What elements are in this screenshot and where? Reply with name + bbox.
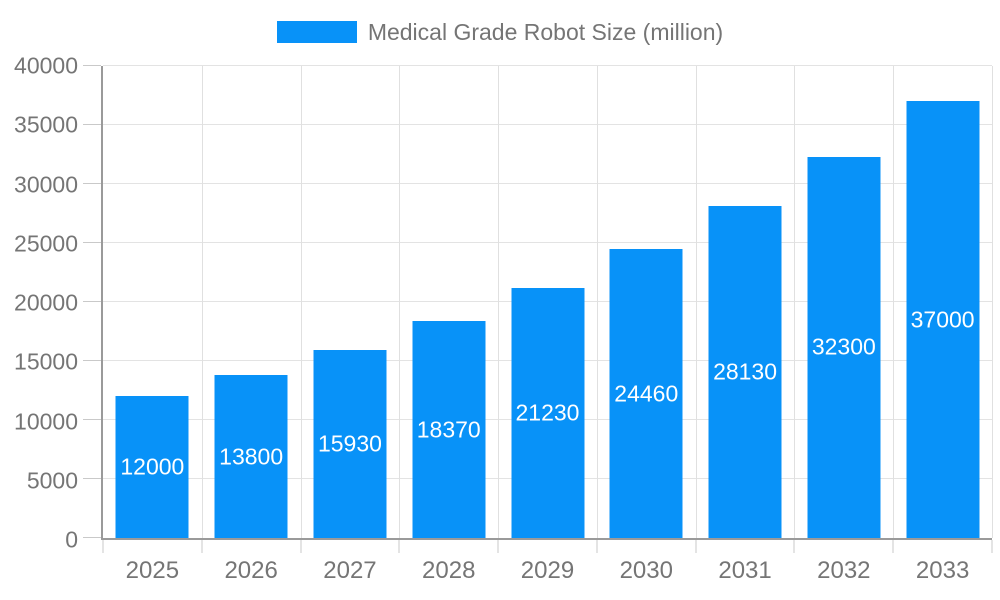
x-axis-tick-label: 2025	[125, 557, 180, 584]
y-axis-tick-label: 35000	[14, 111, 78, 138]
legend[interactable]: Medical Grade Robot Size (million)	[0, 18, 1000, 46]
bar-value-label: 37000	[910, 306, 975, 333]
y-axis: 0 5000 10000 15000 20000 25000 30000 35000 40000	[0, 53, 78, 553]
y-tick-mark	[83, 537, 101, 538]
y-tick-mark	[83, 301, 101, 302]
bar-2026[interactable]: 13800	[214, 375, 288, 538]
bar-value-label: 28130	[713, 358, 778, 385]
y-tick-mark	[83, 242, 101, 243]
bar-value-label: 13800	[219, 443, 284, 470]
h-gridline	[103, 242, 992, 243]
bar-2028[interactable]: 18370	[412, 321, 486, 538]
y-axis-tick-label: 40000	[14, 52, 78, 79]
x-axis-tick-label: 2030	[619, 557, 673, 584]
x-tick-mark	[991, 540, 993, 553]
y-tick-mark	[83, 360, 101, 361]
plot-area: 12000 13800 15930 18370 21230 24460 28130 32300…	[83, 65, 993, 553]
legend-label: Medical Grade Robot Size (million)	[367, 18, 724, 45]
x-tick-mark	[201, 540, 203, 553]
v-gridline	[498, 66, 500, 538]
bar-2030[interactable]: 24460	[609, 249, 683, 538]
x-tick-mark	[793, 540, 795, 553]
v-gridline	[596, 66, 598, 538]
bar-2027[interactable]: 15930	[313, 350, 387, 538]
h-gridline	[103, 183, 992, 184]
x-axis-tick-label: 2028	[422, 557, 476, 584]
y-tick-mark	[83, 478, 101, 479]
y-tick-mark	[83, 124, 101, 125]
bar-2033[interactable]: 37000	[906, 101, 980, 538]
x-tick-mark	[892, 540, 894, 553]
v-gridline	[992, 66, 993, 538]
x-axis-tick-label: 2033	[915, 557, 970, 584]
v-gridline	[695, 66, 697, 538]
y-tick-mark	[83, 65, 101, 66]
y-axis-tick-label: 25000	[14, 230, 78, 257]
x-axis-tick-label: 2031	[718, 557, 772, 584]
bar-value-label: 24460	[614, 380, 679, 407]
x-axis-tick-label: 2026	[224, 557, 278, 584]
bar-2029[interactable]: 21230	[511, 287, 584, 538]
v-gridline	[893, 66, 895, 538]
v-gridline	[201, 66, 203, 538]
bar-value-label: 18370	[416, 416, 481, 443]
x-axis-tick-label: 2032	[817, 557, 871, 584]
x-tick-mark	[695, 540, 697, 553]
x-axis-tick-label: 2027	[323, 557, 377, 584]
bar-value-label: 15930	[317, 430, 382, 457]
bar-value-label: 21230	[515, 399, 580, 426]
x-axis-tick-label: 2029	[520, 557, 575, 584]
y-axis-tick-label: 5000	[26, 467, 78, 494]
x-tick-mark	[300, 540, 302, 553]
v-gridline	[399, 66, 401, 538]
y-tick-mark	[83, 183, 101, 184]
v-gridline	[794, 66, 796, 538]
h-gridline	[103, 65, 992, 66]
x-tick-mark	[497, 540, 499, 553]
x-axis: 2025 2026 2027 2028 2029 2030 2031 2032 2033	[103, 540, 992, 590]
v-gridline	[300, 66, 302, 538]
y-axis-tick-label: 15000	[14, 348, 78, 375]
x-tick-mark	[398, 540, 400, 553]
bar-2032[interactable]: 32300	[807, 156, 881, 538]
bar-value-label: 32300	[811, 333, 876, 360]
legend-swatch	[276, 21, 357, 43]
y-axis-tick-label: 10000	[14, 408, 78, 434]
y-axis-tick-label: 20000	[14, 289, 78, 316]
h-gridline	[103, 124, 992, 125]
y-axis-tick-label: 0	[65, 526, 78, 553]
x-tick-mark	[102, 540, 104, 553]
y-tick-mark	[83, 419, 101, 420]
bar-2025[interactable]: 12000	[115, 396, 189, 538]
y-axis-tick-label: 30000	[14, 171, 78, 197]
bar-value-label: 12000	[120, 453, 185, 480]
bar-2031[interactable]: 28130	[708, 206, 782, 538]
x-tick-mark	[596, 540, 598, 553]
